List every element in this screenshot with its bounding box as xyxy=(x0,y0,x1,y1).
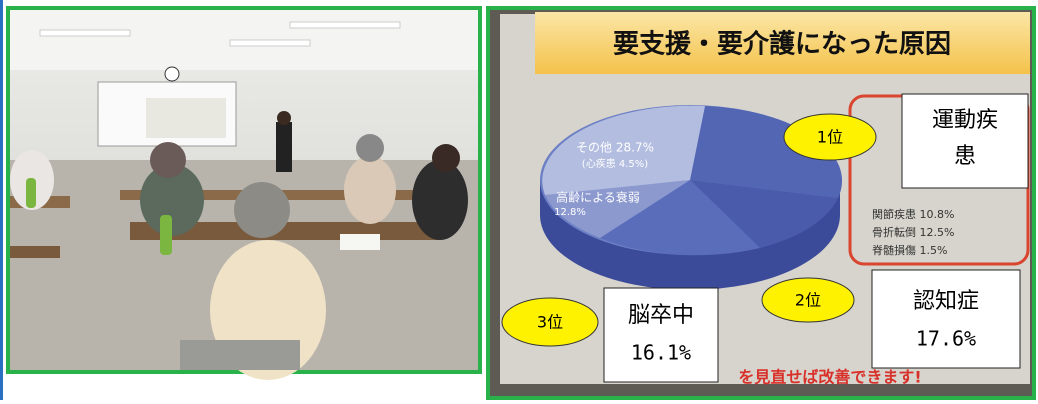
callout-rank: 1位 xyxy=(817,128,843,147)
page: 要支援・要介護になった原因 その他 28.7% (心疾患 4.5%) 高齢による… xyxy=(0,0,1038,400)
callout-label: 認知症 xyxy=(913,289,979,314)
callout-label: 運動疾 xyxy=(932,108,998,133)
callout-value: 16.1% xyxy=(631,341,691,365)
screen: 要支援・要介護になった原因 その他 28.7% (心疾患 4.5%) 高齢による… xyxy=(0,0,1038,400)
pie-label: その他 28.7% xyxy=(576,141,654,155)
edge-line xyxy=(0,0,3,400)
slide-title: 要支援・要介護になった原因 xyxy=(613,29,951,60)
slide-footer: を見直せば改善できます! xyxy=(738,368,921,387)
classroom-photo xyxy=(8,8,480,380)
callout-value: 17.6% xyxy=(916,327,976,351)
callout-label: 脳卒中 xyxy=(628,303,694,328)
slide-photo: 要支援・要介護になった原因 その他 28.7% (心疾患 4.5%) 高齢による… xyxy=(488,8,1034,398)
callout-rank: 2位 xyxy=(795,291,821,310)
breakdown-item: 関節疾患 10.8% xyxy=(872,207,954,221)
callout-rank: 3位 xyxy=(537,313,563,332)
pie-label: (心疾患 4.5%) xyxy=(582,157,648,170)
callout-label: 患 xyxy=(954,144,976,169)
pie-label: 12.8% xyxy=(554,207,586,218)
pie-label: 高齢による衰弱 xyxy=(556,190,640,205)
breakdown-item: 脊髄損傷 1.5% xyxy=(872,243,947,257)
breakdown-item: 骨折転倒 12.5% xyxy=(872,225,954,239)
